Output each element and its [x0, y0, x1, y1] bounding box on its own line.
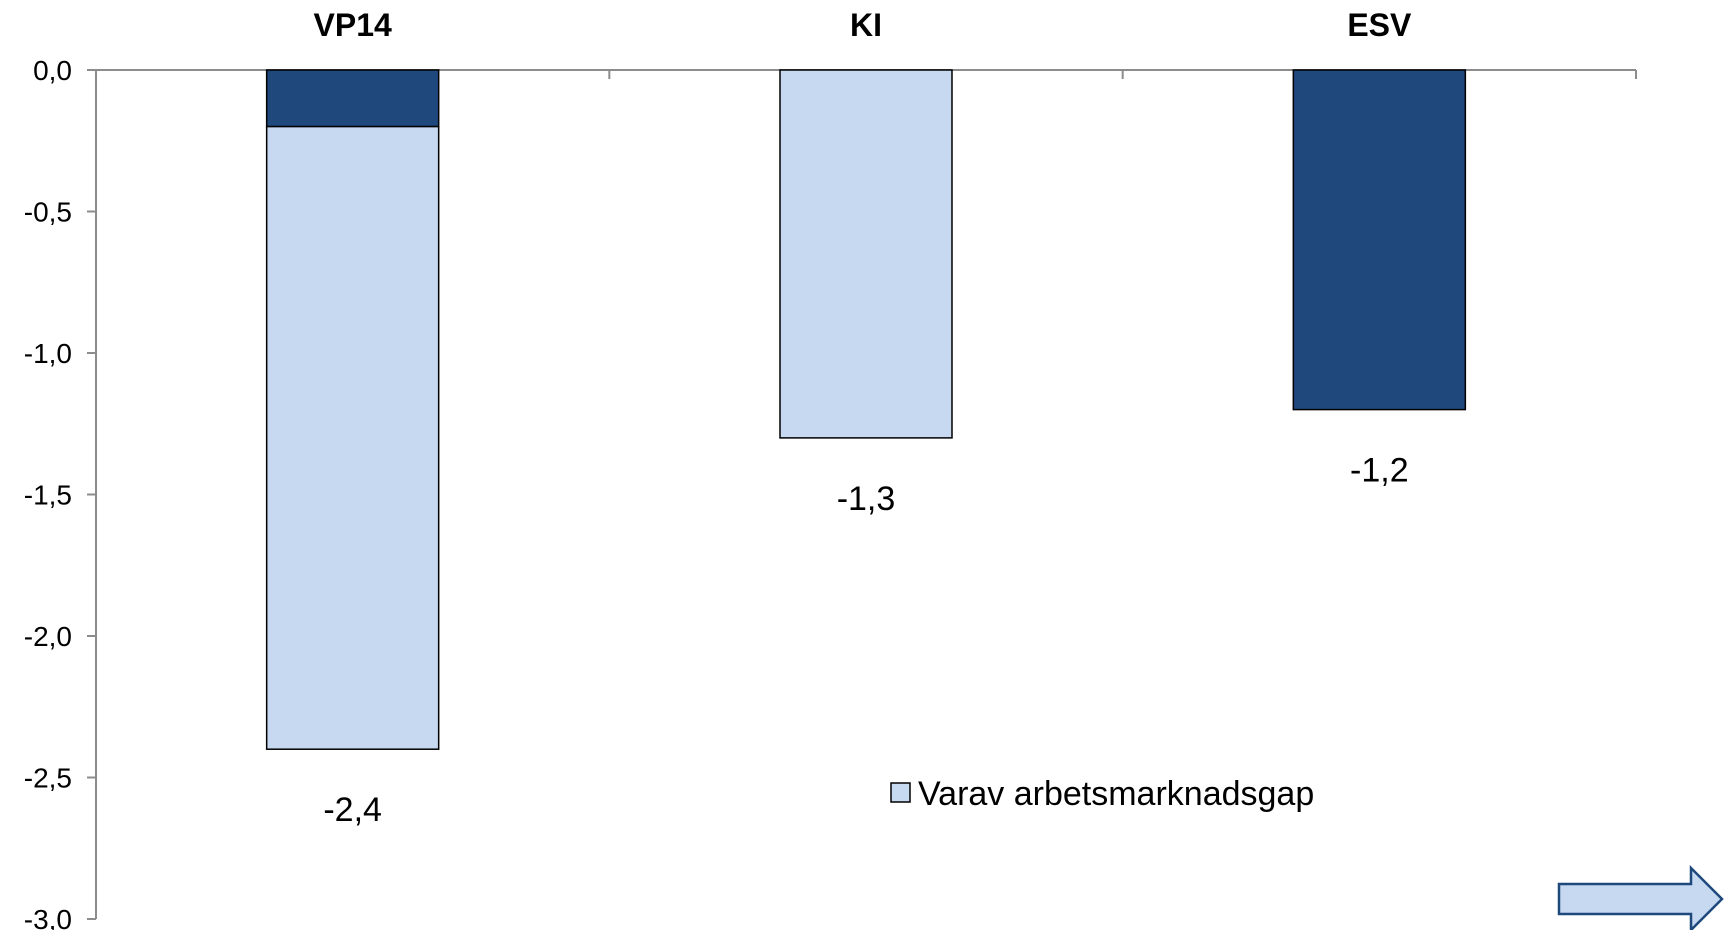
legend-swatch — [890, 782, 911, 803]
y-tick-label: -0,5 — [24, 197, 72, 228]
bars — [265, 69, 1467, 750]
arrow-right-icon[interactable] — [1557, 864, 1724, 930]
bar-esv-series-1 — [1292, 69, 1467, 411]
arrow-shape — [1557, 864, 1724, 930]
y-tick-label: -3,0 — [24, 904, 72, 930]
legend: Varav arbetsmarknadsgap — [890, 775, 1314, 813]
bar-vp14-series-1 — [265, 69, 440, 128]
x-axis: VP14 KI ESV — [314, 7, 1412, 43]
bar-ki-series-2 — [779, 69, 953, 439]
bar-vp14-series-2 — [265, 125, 440, 750]
y-axis: 0,0 -0,5 -1,0 -1,5 -2,0 -2,5 -3,0 — [24, 55, 96, 930]
y-tick-label: 0,0 — [33, 55, 72, 86]
x-tick-label: ESV — [1347, 7, 1412, 43]
data-labels: -2,4 -1,3 -1,2 — [323, 452, 1408, 830]
y-tick-label: -2,5 — [24, 763, 72, 794]
y-tick-label: -1,5 — [24, 480, 72, 511]
y-tick-label: -1,0 — [24, 338, 72, 369]
legend-label: Varav arbetsmarknadsgap — [918, 775, 1314, 813]
x-tick-label: VP14 — [314, 7, 392, 43]
data-label: -1,2 — [1350, 452, 1409, 490]
data-label: -1,3 — [837, 480, 896, 518]
data-label: -2,4 — [323, 791, 382, 829]
x-tick-label: KI — [850, 7, 882, 43]
y-tick-label: -2,0 — [24, 621, 72, 652]
